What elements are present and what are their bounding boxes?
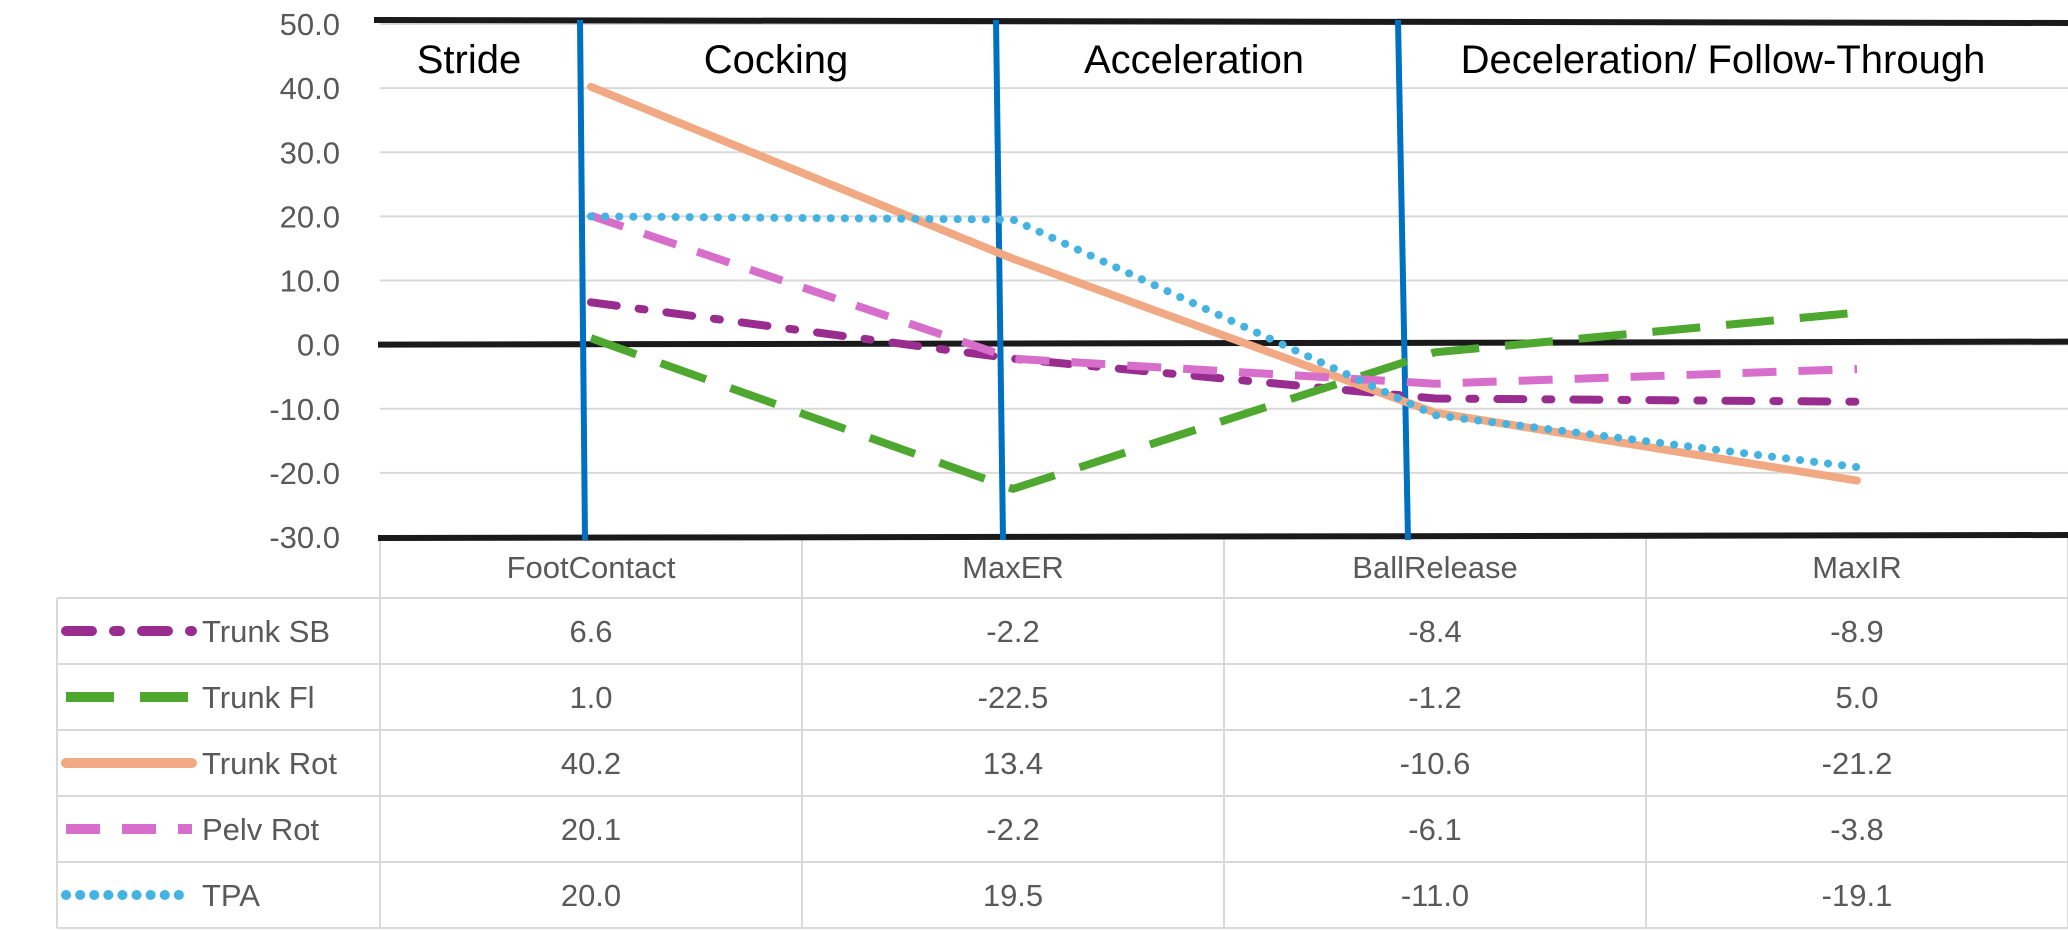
- y-tick-label: 0.0: [297, 328, 340, 363]
- reference-lines: [373, 17, 2068, 541]
- data-label: -6.1: [1408, 812, 1461, 847]
- data-label: -11.0: [1401, 878, 1469, 913]
- phase-dividers: [577, 19, 1411, 541]
- data-label: 5.0: [1835, 680, 1878, 715]
- data-label: -3.8: [1830, 812, 1883, 847]
- x-category-label: FootContact: [507, 550, 676, 585]
- data-label: -22.5: [978, 680, 1049, 715]
- series-line-trunk-fl: [589, 308, 1858, 493]
- series-line-trunk-rot: [587, 82, 1861, 485]
- phase-divider: [577, 19, 588, 541]
- legend-label: TPA: [202, 878, 260, 913]
- series-lines: [587, 82, 1861, 493]
- legend-label: Trunk SB: [202, 614, 330, 649]
- y-tick-label: 40.0: [280, 71, 340, 106]
- bottom-reference-line: [377, 532, 2068, 541]
- legend-label: Trunk Rot: [202, 746, 337, 781]
- data-label: -2.2: [986, 614, 1039, 649]
- data-label: 19.5: [983, 878, 1043, 913]
- x-category-label: BallRelease: [1352, 550, 1517, 585]
- data-label: -19.1: [1822, 878, 1893, 913]
- y-tick-label: -20.0: [269, 456, 340, 491]
- x-category-label: MaxER: [962, 550, 1064, 585]
- y-tick-label: 50.0: [280, 7, 340, 42]
- series-line-pelv-rot: [589, 211, 1858, 388]
- y-tick-label: -30.0: [269, 520, 340, 555]
- series-line-tpa: [587, 212, 1861, 472]
- data-label: -21.2: [1822, 746, 1893, 781]
- data-label: 40.2: [561, 746, 621, 781]
- data-label: 6.6: [569, 614, 612, 649]
- data-label: -1.2: [1408, 680, 1461, 715]
- y-tick-label: -10.0: [269, 392, 340, 427]
- phase-divider: [1395, 19, 1411, 541]
- y-tick-label: 30.0: [280, 135, 340, 170]
- phase-divider: [993, 19, 1006, 541]
- data-table: [56, 537, 2068, 929]
- phase-label: Cocking: [704, 38, 849, 82]
- legend-label: Trunk Fl: [202, 680, 315, 715]
- data-label: 13.4: [983, 746, 1043, 781]
- data-label: 20.0: [561, 878, 621, 913]
- series-line-trunk-sb: [587, 298, 1861, 406]
- zero-reference-line: [377, 338, 2068, 348]
- top-reference-line: [373, 17, 2068, 26]
- y-tick-label: 20.0: [280, 199, 340, 234]
- data-label: 20.1: [561, 812, 621, 847]
- chart-text: 50.0 40.0 30.0 20.0 10.0 0.0 -10.0 -20.0 -30.0 Fo…: [202, 7, 1985, 913]
- legend-label: Pelv Rot: [202, 812, 320, 847]
- data-label: -2.2: [986, 812, 1039, 847]
- phase-label: Stride: [417, 38, 522, 82]
- phase-label: Deceleration/ Follow-Through: [1461, 38, 1986, 82]
- phase-label: Acceleration: [1084, 38, 1304, 82]
- data-label: -8.4: [1408, 614, 1461, 649]
- data-label: -10.6: [1400, 746, 1471, 781]
- x-category-label: MaxIR: [1812, 550, 1902, 585]
- data-label: 1.0: [569, 680, 612, 715]
- data-label: -8.9: [1830, 614, 1883, 649]
- y-tick-label: 10.0: [280, 264, 340, 299]
